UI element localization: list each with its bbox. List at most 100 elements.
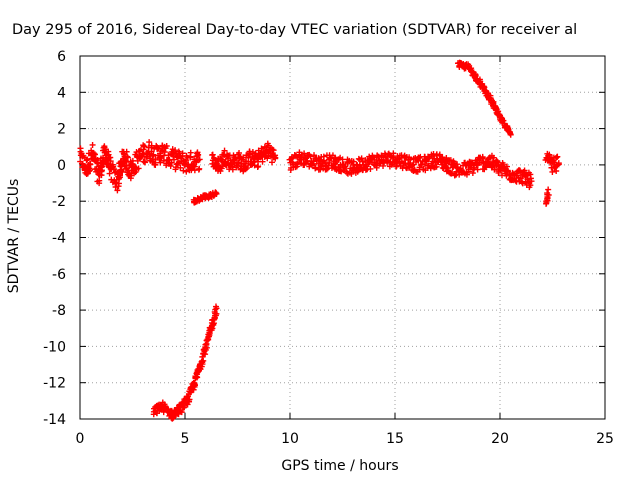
- y-tick-label: -2: [52, 194, 66, 210]
- data-point: [114, 187, 121, 194]
- data-point: [433, 163, 440, 170]
- data-point: [190, 162, 197, 169]
- data-point: [323, 166, 330, 173]
- data-point: [196, 156, 203, 163]
- series-sdtvar: [77, 59, 562, 422]
- data-point: [527, 182, 534, 189]
- data-point: [450, 158, 457, 165]
- data-point: [213, 310, 220, 317]
- data-point: [115, 180, 122, 187]
- y-tick-label: 0: [57, 158, 66, 174]
- data-point: [141, 143, 148, 150]
- y-tick-label: -10: [43, 339, 66, 355]
- data-point: [87, 167, 94, 174]
- data-point: [272, 154, 279, 161]
- data-point: [416, 154, 423, 161]
- data-point: [479, 153, 486, 160]
- y-tick-label: 4: [57, 85, 66, 101]
- data-point: [500, 117, 507, 124]
- data-point: [407, 156, 414, 163]
- data-point: [544, 191, 551, 198]
- data-points: [77, 59, 562, 422]
- data-point: [157, 159, 164, 166]
- y-tick-label: 2: [57, 122, 66, 138]
- data-point: [171, 156, 178, 163]
- x-tick-label: 10: [281, 431, 299, 447]
- data-point: [319, 158, 326, 165]
- data-point: [505, 168, 512, 175]
- data-point: [270, 147, 277, 154]
- data-point: [292, 164, 299, 171]
- data-point: [135, 165, 142, 172]
- data-point: [240, 154, 247, 161]
- data-point: [91, 151, 98, 158]
- data-point: [268, 159, 275, 166]
- y-axis-label: SDTVAR / TECUs: [6, 179, 22, 294]
- data-point: [209, 151, 216, 158]
- data-point: [146, 139, 153, 146]
- data-point: [187, 149, 194, 156]
- data-point: [83, 157, 90, 164]
- data-point: [236, 150, 243, 157]
- data-point: [480, 83, 487, 90]
- data-point: [200, 357, 207, 364]
- data-point: [425, 155, 432, 162]
- data-point: [269, 146, 276, 153]
- data-point: [507, 131, 514, 138]
- data-point: [409, 162, 416, 169]
- data-point: [183, 168, 190, 175]
- data-point: [209, 325, 216, 332]
- y-tick-label: -4: [52, 231, 66, 247]
- data-point: [554, 153, 561, 160]
- data-point: [172, 147, 179, 154]
- data-point: [259, 158, 266, 165]
- data-point: [96, 177, 103, 184]
- data-point: [142, 159, 149, 166]
- data-point: [463, 171, 470, 178]
- data-point: [178, 409, 185, 416]
- data-point: [555, 160, 562, 167]
- data-point: [528, 178, 535, 185]
- chart-title: Day 295 of 2016, Sidereal Day-to-day VTE…: [12, 22, 577, 38]
- x-axis-label: GPS time / hours: [281, 458, 398, 474]
- x-tick-label: 25: [596, 431, 614, 447]
- data-point: [358, 155, 365, 162]
- data-point: [258, 145, 265, 152]
- data-point: [439, 154, 446, 161]
- data-point: [545, 186, 552, 193]
- data-point: [243, 165, 250, 172]
- data-point: [494, 159, 501, 166]
- data-point: [141, 158, 148, 165]
- data-point: [317, 166, 324, 173]
- data-point: [195, 151, 202, 158]
- data-point: [312, 164, 319, 171]
- data-point: [517, 175, 524, 182]
- data-point: [549, 168, 556, 175]
- data-point: [155, 145, 162, 152]
- data-point: [180, 167, 187, 174]
- x-tick-label: 5: [181, 431, 190, 447]
- y-tick-label: 6: [57, 49, 66, 65]
- data-point: [287, 166, 294, 173]
- data-point: [242, 166, 249, 173]
- data-point: [245, 154, 252, 161]
- data-point: [320, 153, 327, 160]
- data-point: [89, 141, 96, 148]
- data-point: [469, 170, 476, 177]
- data-point: [116, 174, 123, 181]
- x-tick-label: 0: [76, 431, 85, 447]
- data-point: [390, 154, 397, 161]
- data-point: [375, 153, 382, 160]
- data-point: [186, 396, 193, 403]
- y-tick-label: -14: [43, 412, 66, 428]
- x-tick-label: 15: [386, 431, 404, 447]
- data-point: [213, 190, 220, 197]
- y-tick-label: -8: [52, 303, 66, 319]
- data-point: [154, 146, 161, 153]
- data-point: [150, 411, 157, 418]
- grid-lines: [80, 56, 605, 419]
- data-point: [149, 152, 156, 159]
- x-tick-label: 20: [491, 431, 509, 447]
- data-point: [191, 381, 198, 388]
- data-point: [483, 164, 490, 171]
